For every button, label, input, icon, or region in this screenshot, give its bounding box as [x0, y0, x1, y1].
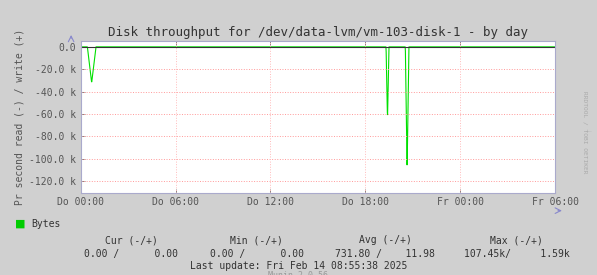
- Text: Avg (-/+): Avg (-/+): [359, 235, 411, 245]
- Text: Min (-/+): Min (-/+): [230, 235, 283, 245]
- Y-axis label: Pr second read (-) / write (+): Pr second read (-) / write (+): [14, 29, 24, 205]
- Text: #aaaaaa: #aaaaaa: [586, 131, 593, 132]
- Title: Disk throughput for /dev/data-lvm/vm-103-disk-1 - by day: Disk throughput for /dev/data-lvm/vm-103…: [108, 26, 528, 39]
- Text: 731.80 /    11.98: 731.80 / 11.98: [335, 249, 435, 259]
- Text: ■: ■: [15, 219, 26, 229]
- Text: RRDTOOL / TOBI OETIKER: RRDTOOL / TOBI OETIKER: [583, 91, 587, 173]
- Text: 107.45k/     1.59k: 107.45k/ 1.59k: [463, 249, 570, 259]
- Text: Last update: Fri Feb 14 08:55:38 2025: Last update: Fri Feb 14 08:55:38 2025: [190, 261, 407, 271]
- Text: Bytes: Bytes: [31, 219, 60, 229]
- Text: 0.00 /      0.00: 0.00 / 0.00: [84, 249, 179, 259]
- Text: Max (-/+): Max (-/+): [490, 235, 543, 245]
- Text: Munin 2.0.56: Munin 2.0.56: [269, 271, 328, 275]
- Text: 0.00 /      0.00: 0.00 / 0.00: [210, 249, 304, 259]
- Text: Cur (-/+): Cur (-/+): [105, 235, 158, 245]
